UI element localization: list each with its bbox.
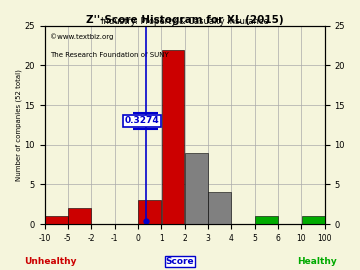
- Bar: [302, 216, 325, 224]
- Bar: [45, 216, 68, 224]
- Bar: [162, 50, 184, 224]
- Text: 0.3274: 0.3274: [125, 116, 159, 126]
- Text: ©www.textbiz.org: ©www.textbiz.org: [50, 34, 113, 40]
- Bar: [68, 208, 91, 224]
- Title: Z''-Score Histogram for XL (2015): Z''-Score Histogram for XL (2015): [86, 15, 283, 25]
- Bar: [255, 216, 278, 224]
- Y-axis label: Number of companies (52 total): Number of companies (52 total): [15, 69, 22, 181]
- Bar: [208, 193, 231, 224]
- Bar: [138, 200, 161, 224]
- Text: The Research Foundation of SUNY: The Research Foundation of SUNY: [50, 52, 169, 58]
- Text: Score: Score: [166, 257, 194, 266]
- Text: Unhealthy: Unhealthy: [24, 257, 77, 266]
- Text: Industry: Property & Casualty Insurance: Industry: Property & Casualty Insurance: [101, 17, 269, 26]
- Bar: [325, 216, 348, 224]
- Text: Healthy: Healthy: [297, 257, 337, 266]
- Bar: [185, 153, 208, 224]
